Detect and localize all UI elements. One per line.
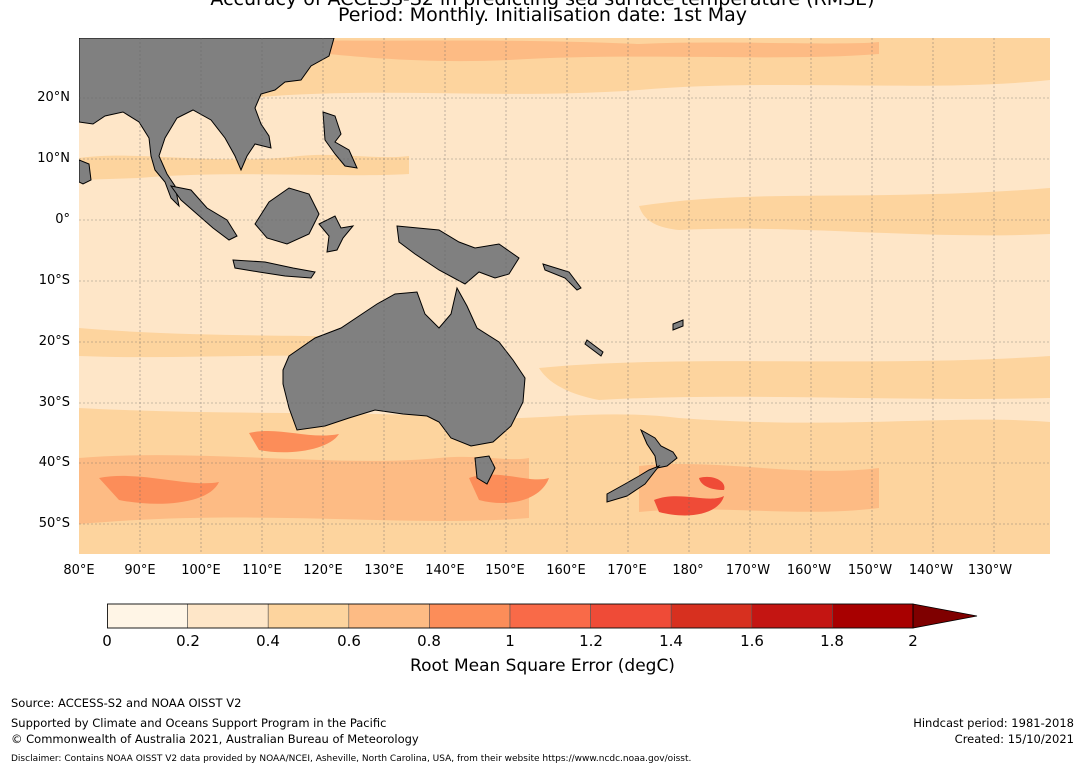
landmasses — [79, 38, 684, 503]
new-caledonia — [584, 339, 604, 357]
asia-mainland — [79, 38, 335, 208]
colorbar-segment — [429, 603, 511, 629]
lon-label: 160°E — [546, 563, 586, 578]
colorbar-tick-label: 1.6 — [740, 632, 764, 650]
colorbar-segment — [107, 603, 188, 629]
australia — [282, 286, 526, 447]
colorbar-tick-label: 2 — [908, 632, 918, 650]
hindcast-period: Hindcast period: 1981-2018 — [913, 716, 1074, 730]
lon-label: 100°E — [181, 563, 221, 578]
support-text: Supported by Climate and Oceans Support … — [11, 716, 387, 730]
rmse-hotspot-tasman — [469, 474, 549, 504]
colorbar-tick-label: 0.6 — [337, 632, 361, 650]
colorbar — [107, 603, 978, 629]
colorbar-tick-label: 1.2 — [579, 632, 603, 650]
sumatra — [169, 185, 238, 241]
rmse-band-north-high — [309, 40, 879, 62]
lon-label: 90°E — [124, 563, 156, 578]
lon-label: 170°E — [607, 563, 647, 578]
colorbar-segment — [590, 603, 672, 629]
borneo — [254, 187, 320, 245]
solomon-islands — [542, 263, 582, 291]
lon-label: 150°W — [847, 563, 893, 578]
lon-label: 130°W — [967, 563, 1013, 578]
rmse-band-equatorial-east — [639, 188, 1050, 236]
disclaimer-text: Disclaimer: Contains NOAA OISST V2 data … — [11, 754, 692, 764]
lon-label: 140°W — [908, 563, 954, 578]
new-zealand-south-island — [606, 464, 661, 503]
colorbar-tick-label: 1 — [505, 632, 515, 650]
new-zealand-north-island — [639, 428, 678, 469]
lat-label: 10°S — [38, 273, 70, 288]
sri-lanka — [79, 159, 92, 185]
new-guinea — [396, 225, 520, 285]
rmse-hotspot-far-southwest — [99, 475, 219, 504]
lat-label: 40°S — [38, 455, 70, 470]
rmse-hotspot-east-nz-small — [699, 476, 725, 490]
colorbar-tick-label: 0.8 — [417, 632, 441, 650]
colorbar-segment — [832, 603, 914, 629]
colorbar-segment — [267, 603, 350, 629]
colorbar-title: Root Mean Square Error (degC) — [410, 656, 675, 676]
lat-label: 50°S — [38, 516, 70, 531]
colorbar-tick-label: 1.8 — [820, 632, 844, 650]
lon-label: 140°E — [425, 563, 465, 578]
lat-label: 10°N — [37, 151, 70, 166]
rmse-band-subtropic-east — [539, 356, 1050, 400]
lon-label: 80°E — [63, 563, 95, 578]
rmse-hotspot-southwest — [249, 430, 339, 453]
lon-label: 180° — [672, 563, 704, 578]
lat-label: 0° — [55, 212, 70, 227]
lon-label: 120°E — [303, 563, 343, 578]
lon-label: 130°E — [364, 563, 404, 578]
colorbar-segment — [187, 603, 269, 629]
map-title-line1: Accuracy of ACCESS-S2 in predicting sea … — [0, 0, 1085, 10]
colorbar-frame — [107, 603, 914, 629]
java — [232, 259, 316, 279]
rmse-hotspot-east-nz — [654, 496, 724, 516]
lon-label: 150°E — [485, 563, 525, 578]
colorbar-tick-label: 1.4 — [659, 632, 683, 650]
colorbar-segment — [670, 603, 753, 629]
rmse-map — [79, 38, 1050, 554]
colorbar-extend-arrow — [912, 603, 978, 629]
colorbar-tick-label: 0 — [102, 632, 112, 650]
rmse-band-south-high-west — [79, 455, 529, 524]
copyright-text: © Commonwealth of Australia 2021, Austra… — [11, 732, 419, 746]
map-title-line2: Period: Monthly. Initialisation date: 1s… — [337, 4, 747, 26]
lat-label: 30°S — [38, 395, 70, 410]
created-date: Created: 15/10/2021 — [954, 732, 1074, 746]
source-text: Source: ACCESS-S2 and NOAA OISST V2 — [11, 696, 242, 710]
colorbar-tick-label: 0.2 — [176, 632, 200, 650]
fiji — [672, 319, 684, 331]
lat-label: 20°N — [37, 90, 70, 105]
colorbar-tick-label: 0.4 — [256, 632, 280, 650]
lon-label: 160°W — [786, 563, 832, 578]
lat-label: 20°S — [38, 334, 70, 349]
colorbar-segment — [751, 603, 833, 629]
colorbar-segment — [509, 603, 591, 629]
colorbar-segment — [348, 603, 430, 629]
graticule — [79, 38, 1050, 554]
lon-label: 110°E — [242, 563, 282, 578]
lon-label: 170°W — [725, 563, 771, 578]
